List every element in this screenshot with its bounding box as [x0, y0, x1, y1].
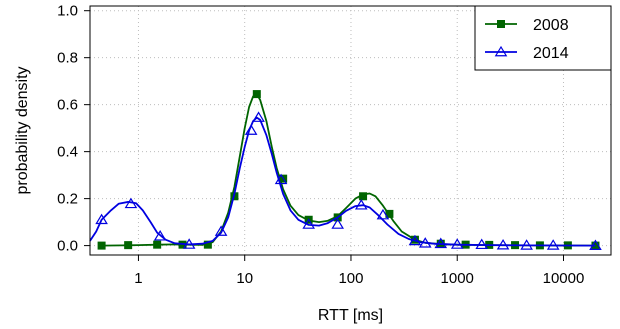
- data-point-2014: [252, 111, 265, 122]
- legend-swatch-marker: [497, 20, 505, 28]
- x-tick-label: 10000: [543, 270, 585, 287]
- data-point-2008: [153, 240, 162, 249]
- data-point-2014: [274, 173, 288, 185]
- data-point-2014: [244, 124, 258, 135]
- data-point-2008: [359, 192, 368, 201]
- y-axis: 0.0 0.2 0.4 0.6 0.8 1.0: [57, 3, 90, 255]
- series-line-2008: [101, 93, 596, 247]
- legend-item-2014: 2014: [485, 45, 569, 62]
- x-tick-label: 1: [134, 270, 142, 287]
- data-point-2014: [496, 238, 510, 250]
- data-point-2014: [331, 218, 344, 229]
- legend-swatch-marker: [494, 45, 508, 57]
- data-point-2014: [418, 237, 432, 248]
- data-point-2014: [546, 239, 560, 250]
- data-point-2014: [214, 225, 228, 236]
- data-point-2014: [124, 197, 138, 209]
- data-point-2014: [589, 239, 602, 250]
- data-point-2014: [354, 199, 368, 210]
- data-point-2014: [376, 208, 390, 220]
- data-point-2014: [95, 213, 108, 225]
- data-point-2008: [252, 90, 261, 99]
- x-tick-label: 100: [338, 270, 363, 287]
- legend-box: [474, 5, 612, 71]
- data-point-2014: [408, 234, 422, 246]
- data-point-2014: [520, 239, 533, 250]
- y-tick-label: 0.2: [57, 191, 78, 208]
- data-point-2008: [97, 241, 106, 250]
- legend-label: 2008: [533, 17, 569, 34]
- x-axis-title: RTT [ms]: [318, 307, 383, 324]
- y-tick-label: 0.0: [57, 238, 78, 255]
- series-line-2014: [89, 116, 596, 247]
- legend-item-2008: 2008: [485, 17, 569, 34]
- x-tick-label: 10: [236, 270, 253, 287]
- series-layer: [89, 90, 602, 250]
- data-point-2008: [124, 241, 133, 250]
- data-point-2014: [302, 218, 315, 229]
- y-tick-label: 0.4: [57, 144, 78, 161]
- y-tick-label: 1.0: [57, 3, 78, 20]
- legend: 2008 2014: [474, 5, 612, 71]
- legend-label: 2014: [533, 45, 569, 62]
- series-2008: [97, 90, 600, 250]
- data-point-2008: [203, 240, 212, 249]
- y-axis-title: probability density: [14, 66, 31, 194]
- y-tick-label: 0.6: [57, 97, 78, 114]
- y-tick-label: 0.8: [57, 50, 78, 67]
- x-axis: 1 10 100 1000 10000: [134, 255, 584, 287]
- data-point-2014: [450, 238, 464, 249]
- data-point-2014: [475, 238, 489, 250]
- series-2014: [89, 111, 602, 250]
- data-point-2014: [182, 238, 196, 249]
- data-point-2014: [434, 237, 448, 249]
- x-tick-label: 1000: [441, 270, 474, 287]
- data-point-2014: [153, 230, 167, 241]
